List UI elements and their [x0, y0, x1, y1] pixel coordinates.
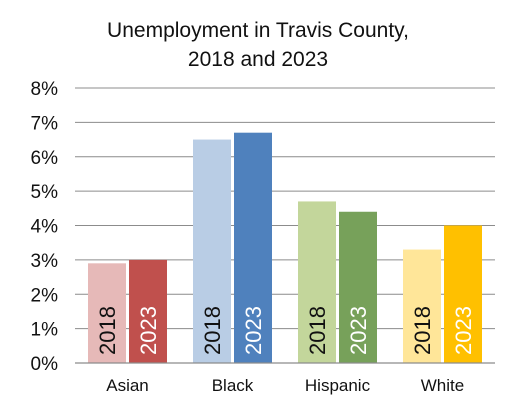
y-tick-label: 1% [31, 320, 59, 341]
bar-white-2023 [444, 225, 482, 363]
x-axis-tick-labels: Asian Black Hispanic White [106, 376, 464, 395]
x-tick-label: Asian [106, 376, 149, 395]
bar-year-label: 2023 [241, 306, 266, 355]
bar-year-label: 2018 [410, 306, 435, 355]
x-tick-label: Hispanic [305, 376, 371, 395]
bar-asian-2018 [88, 263, 126, 363]
y-tick-label: 2% [31, 285, 59, 306]
bar-year-label: 2018 [305, 306, 330, 355]
y-tick-label: 3% [31, 251, 59, 272]
y-tick-label: 4% [31, 217, 59, 238]
bars: 2018 2023 2018 2023 2018 2023 2018 2023 [88, 132, 482, 363]
bar-hispanic-2023 [339, 211, 377, 363]
y-axis-tick-labels: 0% 1% 2% 3% 4% 5% 6% 7% 8% [31, 79, 59, 375]
y-tick-label: 8% [31, 79, 59, 100]
x-tick-label: White [421, 376, 464, 395]
y-tick-label: 5% [31, 182, 59, 203]
y-tick-label: 0% [31, 354, 59, 375]
bar-year-label: 2023 [346, 306, 371, 355]
bar-year-label: 2023 [136, 306, 161, 355]
x-tick-label: Black [212, 376, 254, 395]
bar-black-2023 [234, 132, 272, 363]
bar-hispanic-2018 [298, 201, 336, 363]
bar-year-label: 2018 [200, 306, 225, 355]
bar-black-2018 [193, 139, 231, 363]
bar-white-2018 [403, 249, 441, 363]
chart-title-line-2: 2018 and 2023 [188, 48, 328, 71]
bar-year-label: 2018 [95, 306, 120, 355]
bar-asian-2023 [129, 259, 167, 363]
chart-title-line-1: Unemployment in Travis County, [107, 19, 409, 42]
y-tick-label: 7% [31, 113, 59, 134]
bar-year-label: 2023 [451, 306, 476, 355]
y-tick-label: 6% [31, 148, 59, 169]
